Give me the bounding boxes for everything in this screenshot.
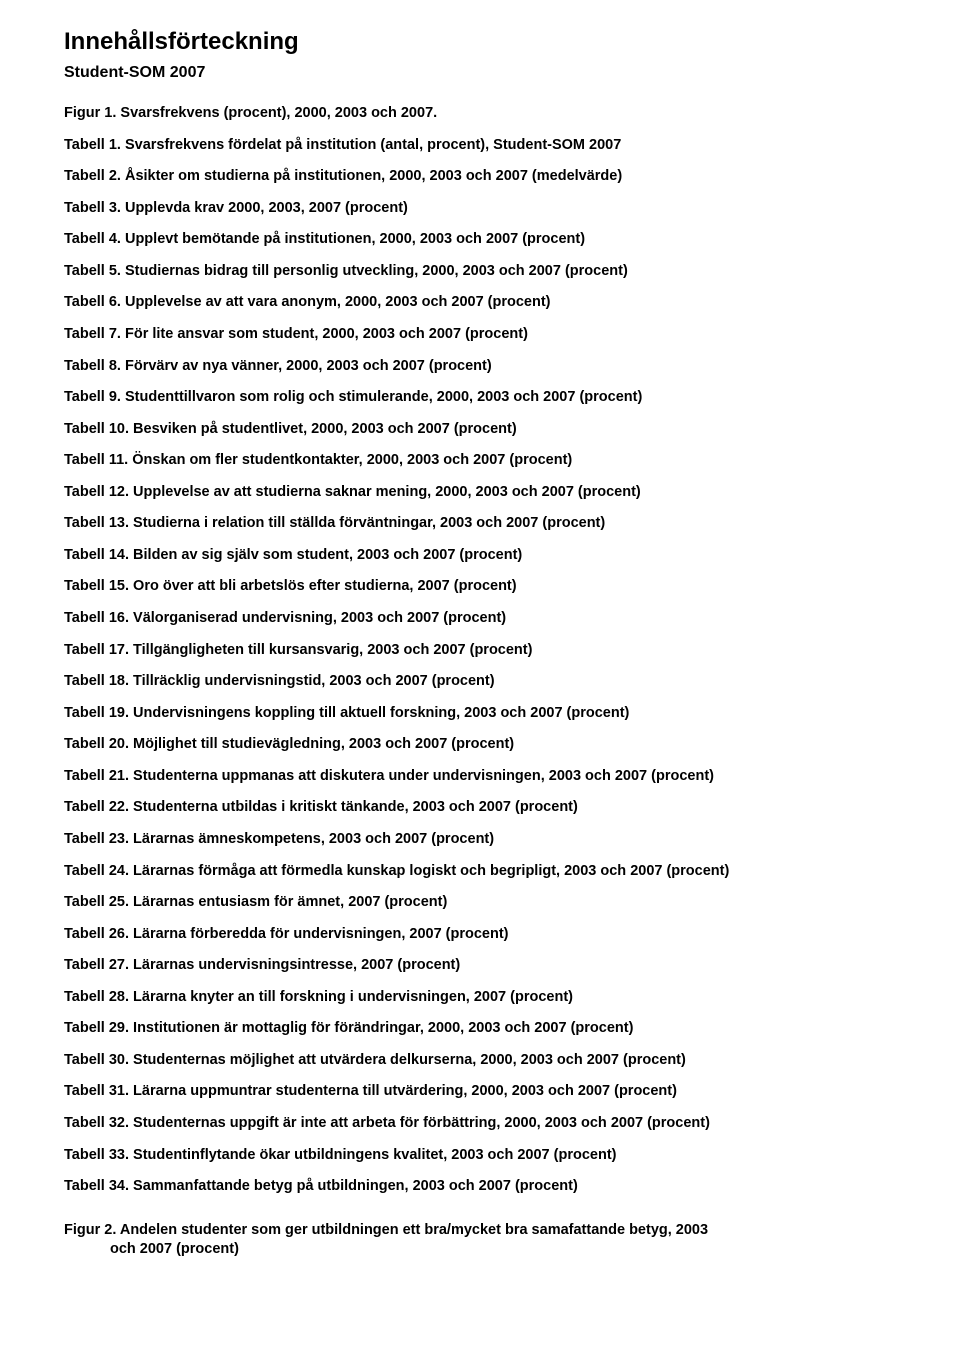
toc-entry: Tabell 2. Åsikter om studierna på instit… — [64, 167, 924, 187]
toc-entry: Tabell 14. Bilden av sig själv som stude… — [64, 546, 924, 566]
page-title: Innehållsförteckning — [64, 28, 924, 56]
toc-entry: Tabell 15. Oro över att bli arbetslös ef… — [64, 577, 924, 597]
toc-entry: Tabell 18. Tillräcklig undervisningstid,… — [64, 672, 924, 692]
toc-entry: Tabell 7. För lite ansvar som student, 2… — [64, 325, 924, 345]
toc-entry: Figur 1. Svarsfrekvens (procent), 2000, … — [64, 104, 924, 124]
toc-entry: Tabell 10. Besviken på studentlivet, 200… — [64, 420, 924, 440]
page-container: Innehållsförteckning Student-SOM 2007 Fi… — [0, 0, 960, 1300]
toc-entry: Tabell 9. Studenttillvaron som rolig och… — [64, 388, 924, 408]
toc-entry: Tabell 20. Möjlighet till studievägledni… — [64, 735, 924, 755]
toc-entry: Tabell 19. Undervisningens koppling till… — [64, 704, 924, 724]
toc-entry: Tabell 24. Lärarnas förmåga att förmedla… — [64, 862, 924, 882]
toc-entry: Tabell 6. Upplevelse av att vara anonym,… — [64, 293, 924, 313]
toc-entry: Tabell 22. Studenterna utbildas i kritis… — [64, 798, 924, 818]
toc-entry: Tabell 25. Lärarnas entusiasm för ämnet,… — [64, 893, 924, 913]
toc-entry: Tabell 29. Institutionen är mottaglig fö… — [64, 1019, 924, 1039]
toc-entry: Tabell 1. Svarsfrekvens fördelat på inst… — [64, 136, 924, 156]
toc-entries: Figur 1. Svarsfrekvens (procent), 2000, … — [64, 104, 924, 1260]
toc-entry: Tabell 16. Välorganiserad undervisning, … — [64, 609, 924, 629]
toc-entry: Tabell 21. Studenterna uppmanas att disk… — [64, 767, 924, 787]
toc-entry: Tabell 26. Lärarna förberedda för underv… — [64, 925, 924, 945]
toc-entry: Tabell 30. Studenternas möjlighet att ut… — [64, 1051, 924, 1071]
toc-entry: Tabell 27. Lärarnas undervisningsintress… — [64, 956, 924, 976]
toc-entry: Tabell 3. Upplevda krav 2000, 2003, 2007… — [64, 199, 924, 219]
toc-entry: Tabell 13. Studierna i relation till stä… — [64, 514, 924, 534]
toc-entry: Tabell 34. Sammanfattande betyg på utbil… — [64, 1177, 924, 1197]
toc-entry-figure2: Figur 2. Andelen studenter som ger utbil… — [64, 1221, 924, 1260]
toc-entry: Tabell 32. Studenternas uppgift är inte … — [64, 1114, 924, 1134]
toc-entry: Tabell 17. Tillgängligheten till kursans… — [64, 641, 924, 661]
toc-entry: Tabell 28. Lärarna knyter an till forskn… — [64, 988, 924, 1008]
toc-entry: Tabell 23. Lärarnas ämneskompetens, 2003… — [64, 830, 924, 850]
toc-entry: Tabell 33. Studentinflytande ökar utbild… — [64, 1146, 924, 1166]
toc-entry: Tabell 12. Upplevelse av att studierna s… — [64, 483, 924, 503]
toc-entry: Tabell 11. Önskan om fler studentkontakt… — [64, 451, 924, 471]
toc-entry-figure2-line2: och 2007 (procent) — [64, 1240, 924, 1260]
page-subtitle: Student-SOM 2007 — [64, 64, 924, 82]
toc-entry: Tabell 8. Förvärv av nya vänner, 2000, 2… — [64, 357, 924, 377]
toc-entry: Tabell 4. Upplevt bemötande på instituti… — [64, 230, 924, 250]
toc-entry-figure2-line1: Figur 2. Andelen studenter som ger utbil… — [64, 1221, 924, 1241]
toc-entry: Tabell 31. Lärarna uppmuntrar studentern… — [64, 1082, 924, 1102]
toc-entry: Tabell 5. Studiernas bidrag till personl… — [64, 262, 924, 282]
